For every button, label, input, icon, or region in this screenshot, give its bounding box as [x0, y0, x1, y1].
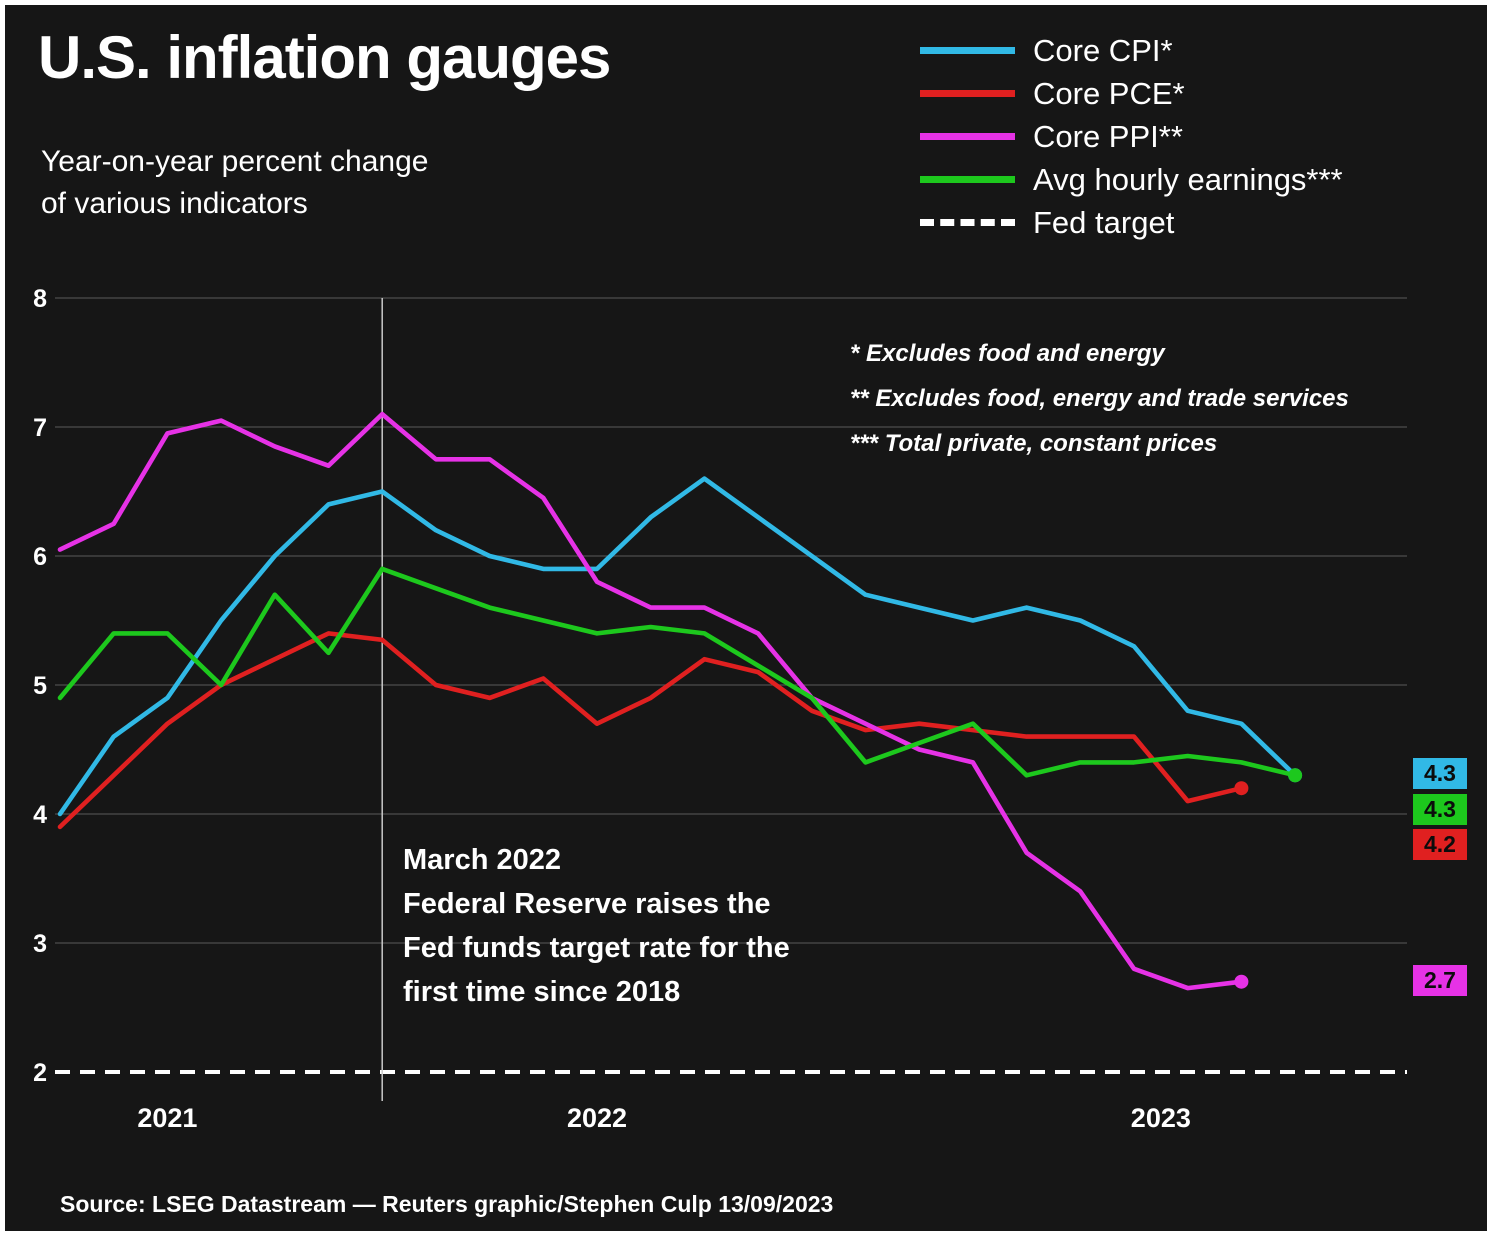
legend-label: Core PCE*: [1033, 75, 1185, 111]
legend-item: Core PCE*: [920, 72, 1343, 115]
series-line-core-pce: [57, 631, 1244, 830]
event-annotation: March 2022 Federal Reserve raises the Fe…: [403, 844, 790, 1008]
footnote: ** Excludes food, energy and trade servi…: [850, 385, 1349, 412]
chart-plot-area: 2 3 4 5 6 7 8 2021 2022 2023: [33, 285, 1407, 1133]
x-axis-label: 2023: [1131, 1103, 1191, 1133]
legend-label: Core PPI**: [1033, 118, 1183, 154]
legend-swatch-avg-hourly-earnings-: [920, 176, 1015, 183]
y-axis-label: 7: [33, 414, 47, 442]
y-axis-label: 8: [33, 285, 47, 313]
legend-label: Avg hourly earnings***: [1033, 161, 1343, 197]
series-line-core-ppi: [57, 411, 1244, 991]
x-axis-label: 2021: [137, 1103, 197, 1133]
x-axis-label: 2022: [567, 1103, 627, 1133]
end-value-avg-hourly-earnings: 4.3: [1413, 794, 1467, 825]
legend-swatch-fed-target: [920, 219, 1015, 226]
legend-item: Avg hourly earnings***: [920, 158, 1343, 201]
legend: Core CPI* Core PCE* Core PPI** Avg hourly e…: [920, 29, 1343, 244]
end-value-core-pce: 4.2: [1413, 829, 1467, 860]
y-axis-label: 6: [33, 543, 47, 571]
end-value-core-ppi: 2.7: [1413, 965, 1467, 996]
y-axis-label: 4: [33, 801, 47, 829]
legend-swatch-core-pce-: [920, 90, 1015, 97]
y-axis-label: 3: [33, 930, 47, 958]
legend-swatch-core-cpi-: [920, 47, 1015, 54]
legend-item: Core CPI*: [920, 29, 1343, 72]
legend-swatch-core-ppi-: [920, 133, 1015, 140]
chart-subtitle: Year-on-year percent change of various i…: [41, 145, 429, 220]
footnote: *** Total private, constant prices: [850, 430, 1218, 457]
footnote: * Excludes food and energy: [850, 340, 1165, 367]
legend-item: Core PPI**: [920, 115, 1343, 158]
legend-label: Core CPI*: [1033, 32, 1173, 68]
series-end-dot-core-ppi: [1234, 974, 1249, 989]
legend-label: Fed target: [1033, 204, 1175, 240]
source-credit: Source: LSEG Datastream — Reuters graphi…: [60, 1191, 834, 1217]
end-value-core-cpi: 4.3: [1413, 758, 1467, 789]
inflation-chart: U.S. inflation gauges Year-on-year perce…: [5, 5, 1487, 1231]
y-axis-label: 5: [33, 672, 47, 700]
series-end-dot-core-pce: [1234, 781, 1249, 796]
series-line-core-cpi: [57, 476, 1298, 817]
footnotes: * Excludes food and energy ** Excludes fo…: [850, 331, 1349, 466]
chart-title: U.S. inflation gauges: [38, 24, 611, 91]
legend-item: Fed target: [920, 201, 1343, 244]
series-end-dot-avg-hourly-earnings: [1288, 768, 1303, 783]
y-axis-label: 2: [33, 1059, 47, 1087]
series-line-avg-hourly-earnings: [57, 566, 1298, 778]
